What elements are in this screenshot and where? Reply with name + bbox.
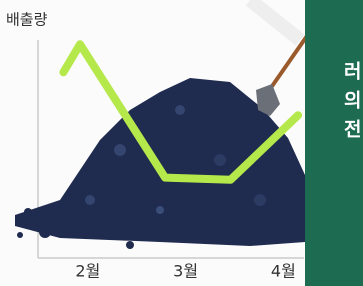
panel-text: 러 — [344, 61, 361, 83]
panel-text: 의 — [344, 90, 361, 112]
y-axis-label: 배출량 — [6, 11, 48, 29]
panel-text: 전 — [344, 119, 361, 141]
decor-stripe — [250, 0, 300, 40]
x-tick-label: 2월 — [75, 262, 100, 281]
page: {"chart_data": {"type": "line", "y_label… — [0, 0, 363, 286]
x-tick-label: 3월 — [173, 262, 198, 281]
chart: 배출량 2월 3월 4월 러의전 — [0, 0, 363, 286]
side-panel — [305, 0, 363, 286]
x-tick-label: 4월 — [271, 262, 296, 281]
